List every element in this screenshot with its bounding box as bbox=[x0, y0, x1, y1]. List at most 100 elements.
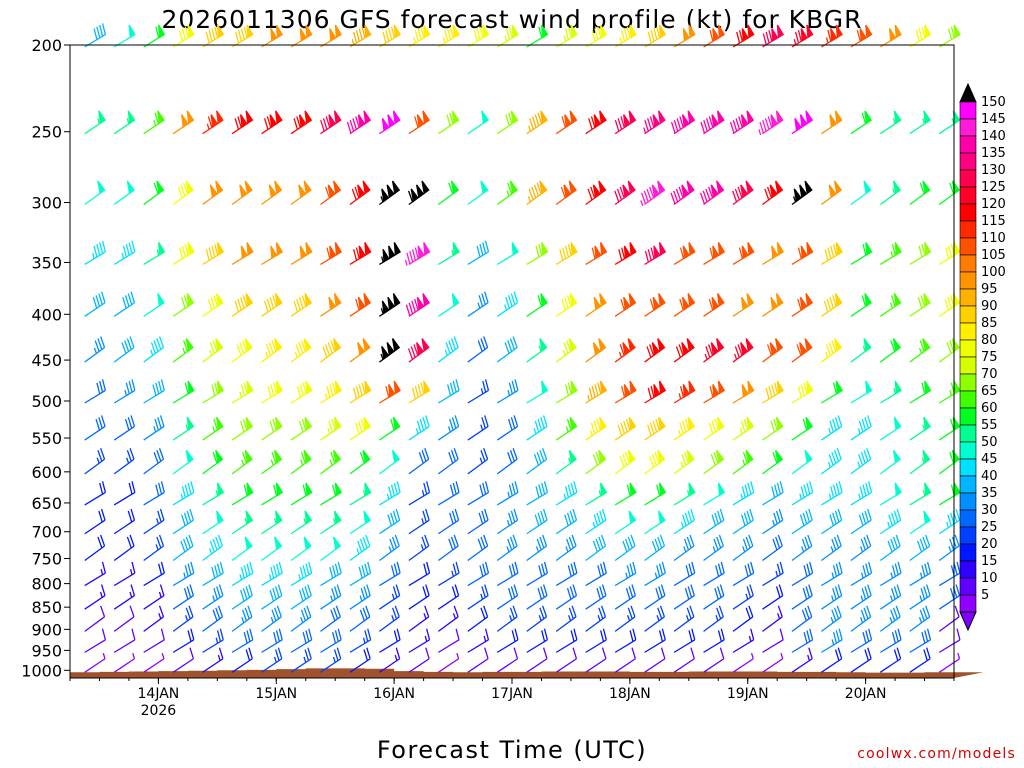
barb-full bbox=[410, 346, 416, 358]
barb-full bbox=[448, 340, 454, 352]
wind-barb bbox=[467, 481, 490, 506]
wind-barb bbox=[467, 379, 490, 404]
wind-barb bbox=[526, 110, 548, 135]
barb-full bbox=[950, 26, 955, 39]
barb-full bbox=[507, 340, 513, 352]
barb-full bbox=[691, 628, 696, 640]
barb-full bbox=[130, 415, 136, 427]
barb-full bbox=[217, 534, 224, 547]
barb-full bbox=[738, 247, 744, 259]
barb-pennant bbox=[392, 293, 401, 307]
wind-barb bbox=[555, 338, 577, 363]
barb-full bbox=[569, 586, 575, 598]
wind-barb bbox=[467, 561, 490, 587]
barb-staff bbox=[437, 658, 459, 673]
barb-half bbox=[300, 617, 304, 623]
barb-full bbox=[764, 188, 770, 201]
barb-half bbox=[209, 349, 213, 356]
wind-barb bbox=[290, 180, 312, 206]
wind-barb bbox=[320, 628, 342, 653]
barb-half bbox=[156, 249, 160, 256]
barb-half bbox=[391, 593, 395, 600]
barb-full bbox=[355, 386, 360, 398]
barb-full bbox=[507, 538, 513, 551]
wind-barb bbox=[585, 508, 607, 535]
wind-barb bbox=[320, 510, 342, 535]
barb-half bbox=[892, 188, 896, 195]
barb-full bbox=[184, 244, 189, 256]
barb-full bbox=[181, 514, 186, 526]
barb-staff bbox=[231, 572, 254, 587]
barb-full bbox=[130, 291, 136, 303]
barb-full bbox=[827, 30, 832, 42]
y-tick-label: 350 bbox=[31, 253, 62, 272]
barb-pennant bbox=[481, 110, 489, 125]
wind-barb bbox=[202, 510, 224, 535]
barb-full bbox=[622, 540, 628, 553]
barb-full bbox=[125, 244, 130, 256]
barb-full bbox=[351, 188, 357, 201]
barb-full bbox=[159, 415, 165, 427]
barb-full bbox=[650, 30, 655, 42]
wind-barb bbox=[379, 380, 401, 404]
barb-staff bbox=[496, 425, 518, 441]
barb-full bbox=[216, 586, 221, 598]
barb-full bbox=[734, 346, 740, 358]
barb-full bbox=[708, 186, 714, 199]
wind-barb bbox=[850, 293, 873, 317]
barb-full bbox=[538, 484, 543, 496]
barb-full bbox=[334, 563, 339, 575]
barb-full bbox=[243, 565, 248, 577]
barb-full bbox=[208, 247, 213, 259]
barb-staff bbox=[84, 519, 106, 535]
wind-barb bbox=[555, 180, 577, 206]
wind-barb bbox=[407, 180, 430, 206]
barb-full bbox=[568, 607, 574, 620]
barb-full bbox=[183, 538, 189, 551]
barb-full bbox=[659, 605, 666, 618]
barb-full bbox=[367, 561, 372, 574]
barb-pennant bbox=[333, 180, 342, 195]
wind-barb bbox=[821, 628, 843, 653]
wind-barb bbox=[555, 24, 578, 48]
wind-barb bbox=[614, 628, 637, 653]
barb-full bbox=[185, 536, 191, 549]
barb-full bbox=[568, 536, 574, 549]
barb-staff bbox=[408, 491, 430, 506]
barb-half bbox=[158, 613, 162, 620]
barb-pennant bbox=[893, 293, 902, 307]
barb-full bbox=[926, 584, 931, 596]
barb-full bbox=[566, 295, 572, 307]
x-axis-label: Forecast Time (UTC) bbox=[377, 736, 647, 764]
wind-barb bbox=[261, 536, 283, 562]
barb-full bbox=[747, 482, 752, 495]
barb-full bbox=[538, 26, 543, 39]
barb-full bbox=[124, 418, 130, 431]
barb-full bbox=[417, 28, 422, 40]
barb-full bbox=[354, 186, 360, 199]
barb-half bbox=[777, 613, 781, 620]
barb-full bbox=[616, 188, 623, 201]
barb-staff bbox=[202, 639, 224, 653]
wind-barb bbox=[791, 534, 813, 562]
barb-full bbox=[390, 512, 395, 525]
barb-full bbox=[775, 510, 781, 523]
barb-full bbox=[271, 609, 277, 621]
barb-full bbox=[414, 386, 419, 398]
barb-full bbox=[561, 116, 567, 128]
barb-full bbox=[628, 586, 634, 598]
barb-full bbox=[218, 584, 224, 596]
barb-full bbox=[838, 628, 843, 640]
barb-full bbox=[651, 454, 657, 466]
barb-staff bbox=[909, 639, 931, 653]
barb-staff bbox=[762, 616, 783, 632]
barb-full bbox=[308, 561, 313, 574]
y-tick-label: 200 bbox=[31, 36, 62, 55]
barb-staff bbox=[408, 572, 430, 587]
barb-half bbox=[182, 347, 186, 354]
barb-staff bbox=[703, 572, 725, 587]
barb-staff bbox=[762, 658, 784, 673]
barb-half bbox=[244, 518, 248, 525]
colorbar-swatch bbox=[959, 271, 977, 290]
barb-full bbox=[213, 588, 218, 600]
